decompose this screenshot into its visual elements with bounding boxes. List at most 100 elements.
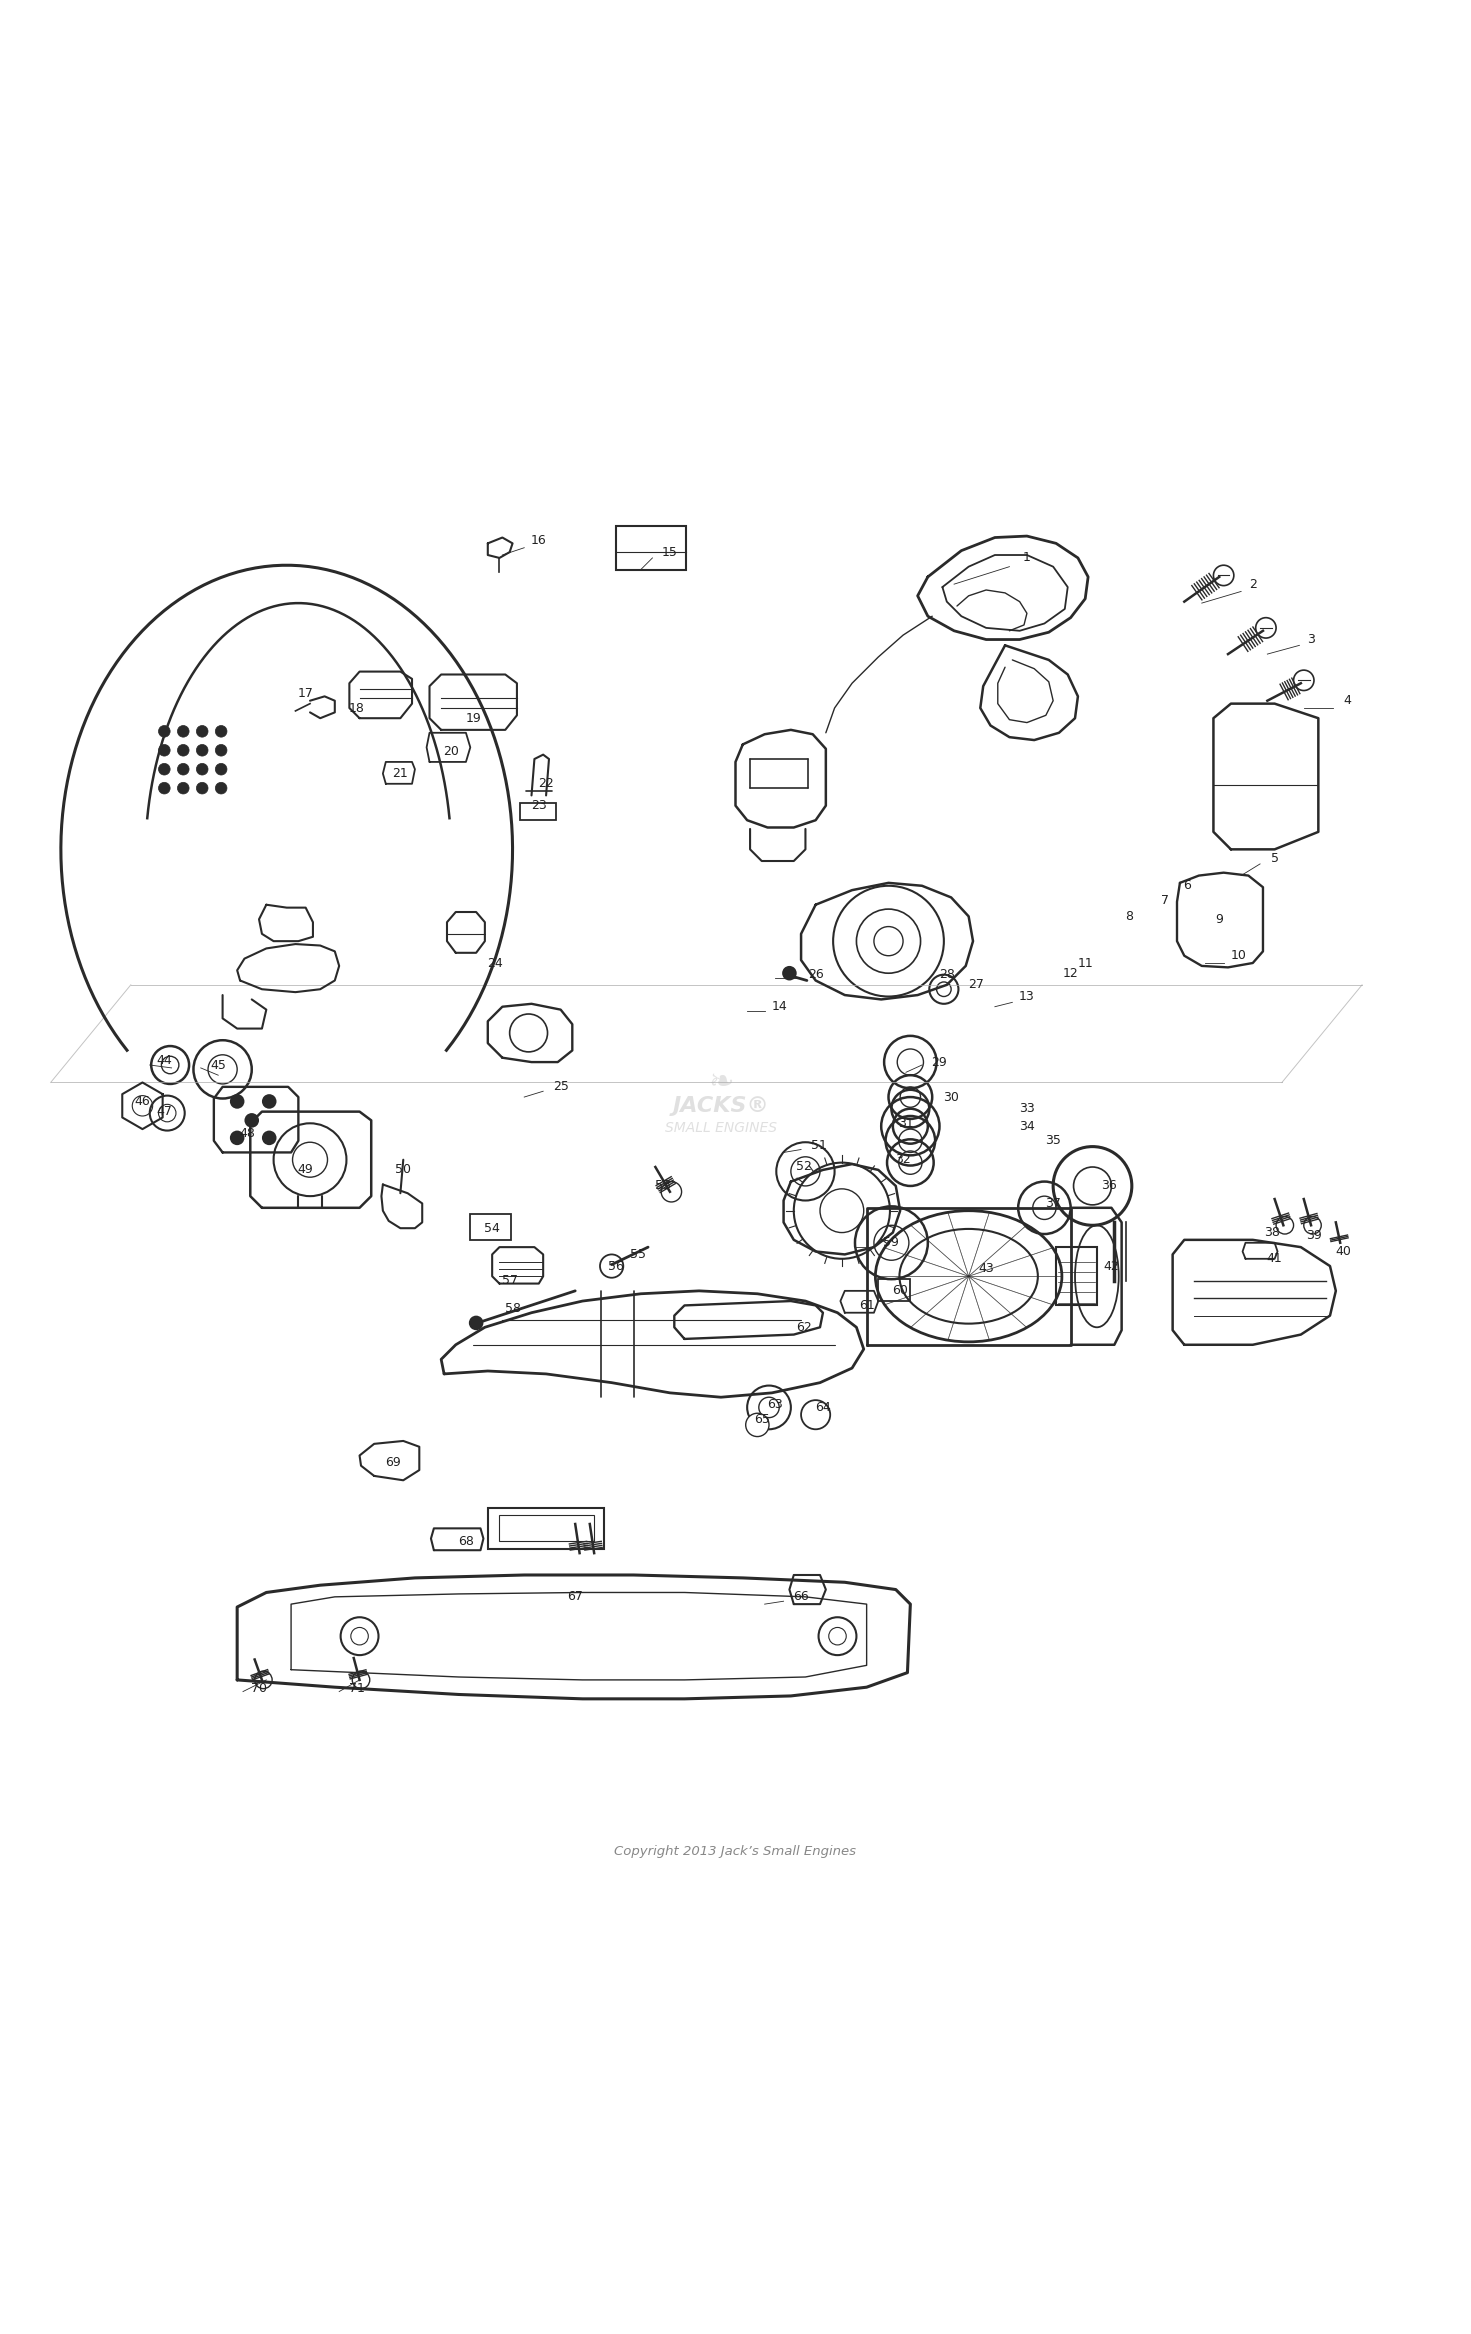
Text: 19: 19 [465, 712, 481, 726]
Circle shape [244, 1113, 259, 1127]
Circle shape [178, 726, 190, 738]
Text: 45: 45 [210, 1060, 227, 1071]
Text: 71: 71 [349, 1683, 365, 1694]
Text: 29: 29 [931, 1055, 947, 1069]
Circle shape [215, 763, 227, 775]
Circle shape [229, 1095, 244, 1109]
Text: 54: 54 [484, 1221, 500, 1235]
Text: 63: 63 [766, 1398, 783, 1412]
Text: 47: 47 [156, 1104, 172, 1118]
Text: 6: 6 [1183, 880, 1192, 892]
Circle shape [1256, 619, 1275, 637]
Circle shape [159, 726, 171, 738]
Circle shape [215, 782, 227, 794]
Text: 42: 42 [1103, 1260, 1119, 1272]
Text: 7: 7 [1161, 894, 1169, 908]
Circle shape [178, 745, 190, 756]
Text: 24: 24 [487, 957, 503, 969]
Circle shape [660, 1181, 681, 1202]
Text: 58: 58 [505, 1302, 521, 1314]
Text: 55: 55 [630, 1249, 646, 1260]
Circle shape [783, 966, 797, 980]
Text: 51: 51 [811, 1139, 827, 1151]
Text: 60: 60 [893, 1284, 908, 1298]
Text: 18: 18 [349, 703, 365, 714]
Bar [1056, 1246, 1097, 1305]
Text: 34: 34 [1019, 1120, 1034, 1132]
Text: 70: 70 [252, 1683, 268, 1694]
Circle shape [254, 1671, 272, 1687]
Text: 16: 16 [531, 534, 547, 546]
Text: 59: 59 [884, 1237, 899, 1249]
Text: 5: 5 [1271, 852, 1278, 864]
Text: JACKS®: JACKS® [672, 1095, 769, 1116]
Text: 65: 65 [753, 1412, 769, 1426]
Circle shape [196, 745, 207, 756]
Bar [500, 1515, 594, 1540]
Circle shape [159, 782, 171, 794]
Text: 36: 36 [1100, 1179, 1116, 1193]
Bar [471, 1214, 510, 1239]
Circle shape [215, 726, 227, 738]
Text: 43: 43 [978, 1263, 994, 1274]
Text: 8: 8 [1125, 910, 1133, 922]
Text: 44: 44 [156, 1055, 172, 1067]
Bar [488, 1508, 605, 1550]
Circle shape [159, 745, 171, 756]
Text: 20: 20 [443, 745, 459, 759]
Text: 17: 17 [297, 686, 313, 700]
Text: 12: 12 [1062, 966, 1078, 980]
Text: 66: 66 [793, 1589, 809, 1603]
Text: 33: 33 [1019, 1102, 1034, 1116]
Text: 64: 64 [815, 1400, 831, 1414]
Text: 68: 68 [457, 1536, 474, 1547]
Text: 48: 48 [240, 1127, 256, 1139]
Text: 39: 39 [1306, 1230, 1322, 1242]
Text: 2: 2 [1249, 576, 1256, 591]
Circle shape [178, 782, 190, 794]
Text: 28: 28 [938, 969, 955, 980]
Text: 32: 32 [896, 1153, 911, 1167]
Circle shape [196, 726, 207, 738]
Text: 53: 53 [655, 1179, 671, 1193]
Circle shape [262, 1130, 277, 1146]
Text: ❧: ❧ [708, 1069, 734, 1097]
Text: 41: 41 [1267, 1253, 1283, 1265]
Text: 37: 37 [1046, 1197, 1061, 1209]
Bar [519, 803, 556, 819]
Circle shape [746, 1414, 769, 1435]
Text: 21: 21 [393, 768, 409, 780]
Circle shape [196, 763, 207, 775]
Text: Copyright 2013 Jack’s Small Engines: Copyright 2013 Jack’s Small Engines [615, 1846, 856, 1858]
Circle shape [178, 763, 190, 775]
Bar [616, 525, 685, 569]
Text: 9: 9 [1215, 913, 1224, 927]
Text: 67: 67 [568, 1589, 583, 1603]
Circle shape [196, 782, 207, 794]
Text: 35: 35 [1046, 1134, 1061, 1148]
Text: 11: 11 [1077, 957, 1093, 969]
Text: 40: 40 [1336, 1244, 1350, 1258]
Text: 49: 49 [297, 1162, 313, 1176]
Text: 27: 27 [968, 978, 984, 992]
Bar [878, 1279, 911, 1300]
Text: 25: 25 [553, 1081, 569, 1092]
Text: 52: 52 [796, 1160, 812, 1174]
Text: 46: 46 [134, 1095, 150, 1109]
Text: 62: 62 [796, 1321, 812, 1333]
Text: 69: 69 [385, 1456, 402, 1470]
Circle shape [469, 1316, 484, 1330]
Text: 57: 57 [502, 1274, 518, 1286]
Circle shape [1303, 1216, 1321, 1235]
Circle shape [1275, 1216, 1293, 1235]
Text: 31: 31 [899, 1116, 913, 1130]
Text: 56: 56 [608, 1260, 624, 1272]
Circle shape [352, 1671, 369, 1687]
Text: 26: 26 [808, 969, 824, 980]
Text: 23: 23 [531, 798, 547, 812]
Text: 14: 14 [771, 1001, 787, 1013]
Text: 1: 1 [1022, 551, 1031, 565]
Text: 13: 13 [1019, 990, 1034, 1004]
Circle shape [1214, 565, 1234, 586]
Text: 50: 50 [396, 1162, 412, 1176]
